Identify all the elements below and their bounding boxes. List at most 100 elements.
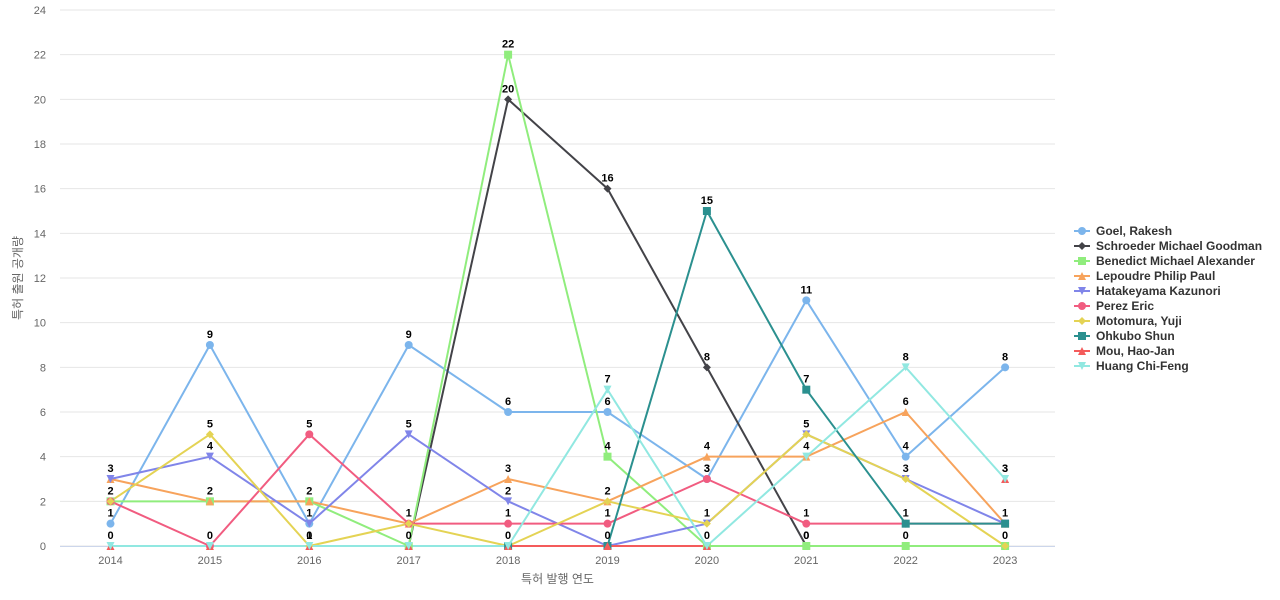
data-label: 0 — [306, 530, 312, 542]
data-label: 0 — [107, 530, 113, 542]
legend-item[interactable]: Motomura, Yuji — [1074, 314, 1182, 328]
data-point — [504, 542, 513, 550]
data-label: 6 — [903, 396, 909, 408]
data-point — [106, 475, 115, 483]
data-label: 16 — [601, 173, 613, 185]
x-tick-label: 2019 — [595, 555, 619, 567]
data-point — [504, 497, 513, 506]
legend-label: Benedict Michael Alexander — [1096, 254, 1255, 268]
y-tick-label: 2 — [40, 496, 46, 508]
legend-label: Goel, Rakesh — [1096, 224, 1172, 238]
data-label: 1 — [306, 508, 312, 520]
data-point — [205, 497, 214, 506]
y-tick-label: 12 — [34, 273, 46, 285]
data-point — [205, 542, 214, 550]
y-tick-label: 16 — [34, 184, 46, 196]
legend-item[interactable]: Mou, Hao-Jan — [1074, 344, 1175, 358]
legend-marker — [1078, 347, 1086, 355]
data-point — [702, 452, 711, 461]
data-point — [404, 519, 413, 528]
data-point — [603, 408, 612, 416]
data-label: 2 — [604, 485, 610, 497]
legend-item[interactable]: Huang Chi-Feng — [1074, 359, 1189, 373]
data-label: 4 — [803, 441, 810, 453]
data-label: 0 — [505, 530, 511, 542]
legend-marker — [1078, 257, 1086, 265]
data-label: 5 — [306, 418, 312, 430]
legend-item[interactable]: Lepoudre Philip Paul — [1074, 269, 1215, 283]
legend-item[interactable]: Ohkubo Shun — [1074, 329, 1175, 343]
data-label: 1 — [306, 530, 312, 542]
data-point — [1001, 363, 1010, 372]
data-label: 1 — [107, 508, 113, 520]
data-label: 8 — [704, 351, 710, 363]
data-label: 20 — [502, 83, 514, 95]
data-point — [305, 497, 314, 506]
legend-item[interactable]: Benedict Michael Alexander — [1074, 254, 1255, 268]
data-label: 8 — [1002, 351, 1008, 363]
data-point — [702, 207, 711, 215]
legend-marker — [1078, 227, 1086, 235]
legend-label: Mou, Hao-Jan — [1096, 344, 1175, 358]
gridlines — [60, 9, 1055, 547]
data-label: 5 — [803, 418, 809, 430]
data-label: 1 — [903, 508, 909, 520]
legend-marker — [1078, 272, 1086, 280]
data-label: 0 — [704, 530, 710, 542]
legend-item[interactable]: Perez Eric — [1074, 299, 1154, 313]
data-label: 5 — [207, 418, 213, 430]
data-point — [106, 542, 115, 550]
legend-marker — [1078, 317, 1086, 325]
data-label: 2 — [505, 485, 511, 497]
legend-marker — [1078, 332, 1086, 340]
data-point — [901, 452, 910, 461]
data-point — [802, 452, 811, 461]
legend-label: Lepoudre Philip Paul — [1096, 269, 1215, 283]
data-point — [106, 519, 115, 528]
data-point — [1001, 475, 1010, 483]
y-tick-label: 4 — [40, 452, 46, 464]
legend-marker — [1078, 242, 1086, 250]
legend-label: Huang Chi-Feng — [1096, 359, 1189, 373]
data-point — [1001, 519, 1010, 528]
y-tick-label: 8 — [40, 362, 46, 374]
legend-label: Ohkubo Shun — [1096, 329, 1175, 343]
data-point — [305, 430, 314, 439]
data-point — [901, 408, 910, 416]
x-tick-label: 2018 — [496, 555, 520, 567]
y-axis-title: 특허 출원 공개량 — [11, 236, 25, 320]
legend-label: Motomura, Yuji — [1096, 314, 1182, 328]
data-label: 3 — [1002, 463, 1008, 475]
series-line-9 — [110, 366, 1006, 547]
data-label: 5 — [406, 418, 412, 430]
data-point — [901, 519, 910, 528]
data-point — [603, 542, 612, 550]
data-point — [504, 95, 513, 104]
data-label: 1 — [704, 508, 710, 520]
data-label: 3 — [1002, 463, 1008, 475]
series-markers — [106, 50, 1010, 550]
data-point — [205, 430, 214, 439]
legend-item[interactable]: Goel, Rakesh — [1074, 224, 1172, 238]
x-axis-ticks: 2014 2015 2016 2017 2018 2019 2020 2021 2022 2023 — [98, 555, 1017, 567]
data-point — [205, 452, 214, 461]
x-tick-label: 2016 — [297, 555, 321, 567]
data-label: 1 — [1002, 508, 1008, 520]
legend-item[interactable]: Schroeder Michael Goodman — [1074, 239, 1262, 253]
data-label: 2 — [306, 485, 312, 497]
data-label: 4 — [604, 441, 611, 453]
data-point — [504, 475, 513, 483]
data-label: 0 — [903, 530, 909, 542]
data-label: 3 — [505, 463, 511, 475]
data-label: 0 — [406, 530, 412, 542]
data-label: 15 — [701, 195, 713, 207]
legend-item[interactable]: Hatakeyama Kazunori — [1074, 284, 1221, 298]
legend-marker — [1078, 302, 1086, 310]
data-label: 6 — [505, 396, 511, 408]
data-label: 4 — [704, 441, 711, 453]
data-label: 0 — [1002, 530, 1008, 542]
data-label: 1 — [505, 508, 511, 520]
